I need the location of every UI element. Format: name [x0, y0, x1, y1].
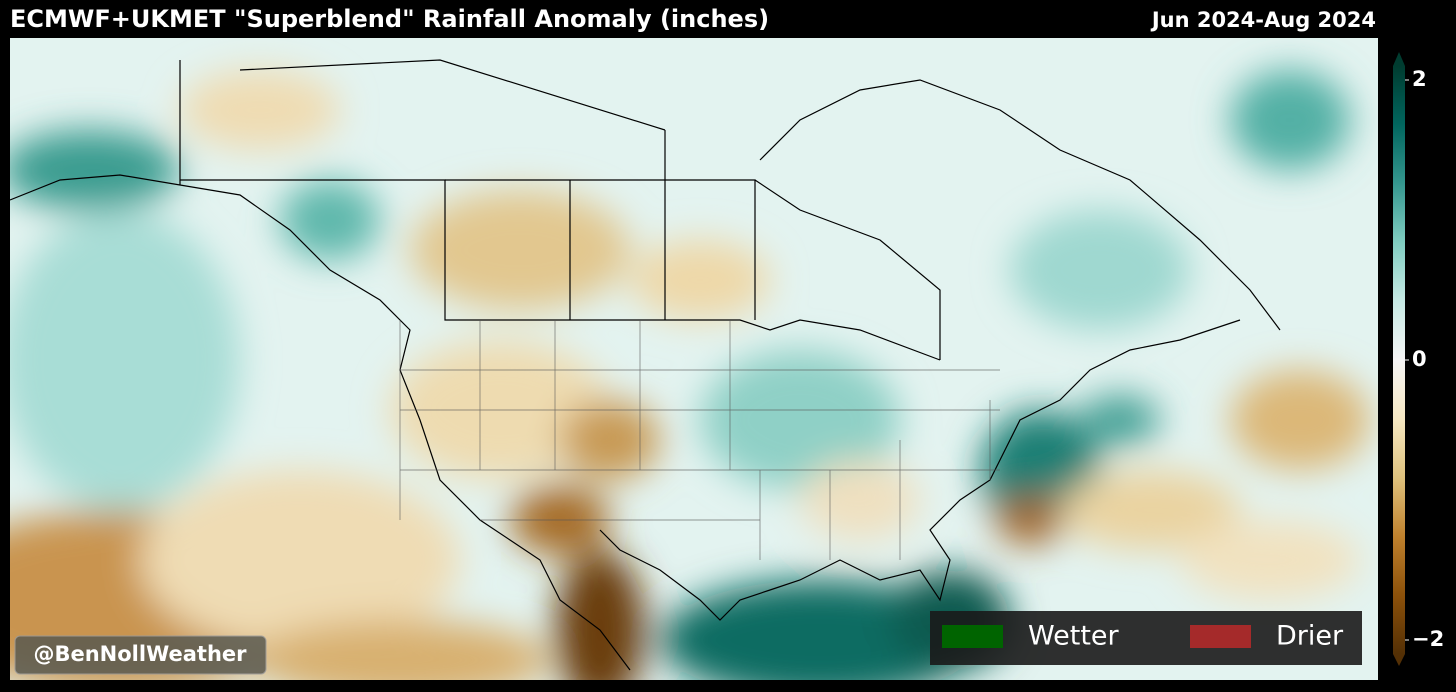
- colorbar-tick-label: 0: [1412, 347, 1427, 371]
- boundaries: [10, 59, 1281, 671]
- colorbar-tick-label: −2: [1412, 627, 1444, 651]
- map-title: ECMWF+UKMET "Superblend" Rainfall Anomal…: [10, 5, 769, 33]
- colorbar: 2 0 −2: [1393, 52, 1444, 666]
- map: [10, 38, 1378, 680]
- legend-swatch: [942, 625, 1003, 648]
- legend: Wetter Drier: [942, 621, 1344, 652]
- legend-label: Wetter: [1028, 621, 1120, 652]
- watermark-box: [14, 635, 267, 675]
- watermark: @BenNollWeather: [33, 642, 247, 666]
- colorbar-tick-label: 2: [1412, 67, 1427, 91]
- colorbar-extend-bottom: [1393, 654, 1405, 666]
- state-lines: [399, 320, 1000, 560]
- colorbar-fill: [1393, 66, 1405, 654]
- legend-label: Drier: [1276, 621, 1344, 652]
- period-label: Jun 2024-Aug 2024: [1150, 8, 1376, 32]
- legend-swatch: [1190, 625, 1251, 648]
- colorbar-extend-top: [1393, 52, 1405, 66]
